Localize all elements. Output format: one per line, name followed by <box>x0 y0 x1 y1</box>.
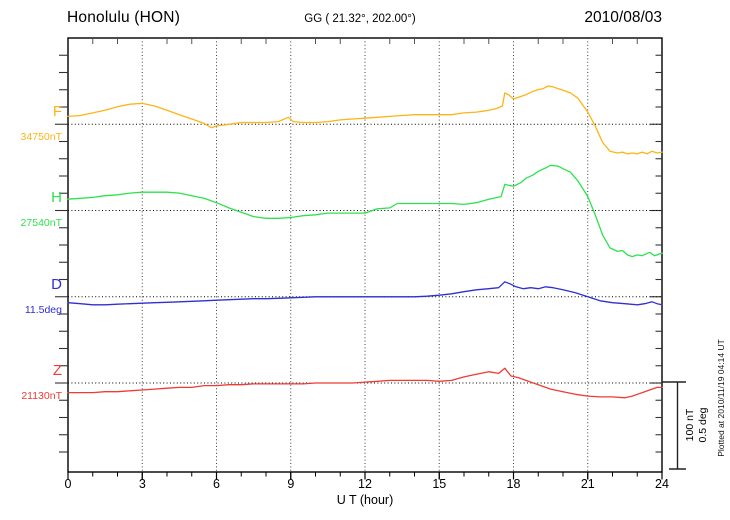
plotted-at-note: Plotted at 2010/11/19 04:14 UT <box>716 339 726 457</box>
xtick-15: 15 <box>432 477 447 491</box>
channel-letter-H: H <box>51 189 62 206</box>
channel-letter-F: F <box>52 103 62 120</box>
channel-letter-Z: Z <box>52 362 62 379</box>
xtick-24: 24 <box>655 477 669 491</box>
station-title: Honolulu (HON) <box>67 9 181 26</box>
baseline-value-F: 34750nT <box>20 131 62 143</box>
xtick-9: 9 <box>287 477 295 491</box>
scalebar-label: 100 nT 0.5 deg <box>684 395 712 455</box>
geographic-coordinates: GG ( 21.32°, 202.00°) <box>304 13 416 25</box>
channel-value-H: 27540nT <box>0 214 62 230</box>
scalebar-nt-label: 100 nT <box>684 408 696 442</box>
baseline-value-D: 11.5deg <box>24 304 62 316</box>
channel-value-Z: 21130nT <box>0 387 62 403</box>
channel-value-F: 34750nT <box>0 128 62 144</box>
baseline-value-H: 27540nT <box>20 217 62 229</box>
trace-F <box>67 85 663 155</box>
xtick-21: 21 <box>580 477 595 491</box>
xtick-3: 3 <box>138 477 146 491</box>
channel-label-H: H <box>0 190 62 206</box>
observation-date: 2010/08/03 <box>584 9 662 26</box>
xtick-0: 0 <box>64 477 72 491</box>
baseline-value-Z: 21130nT <box>21 390 62 402</box>
xaxis-label: U T (hour) <box>336 493 394 507</box>
trace-H <box>67 164 663 258</box>
trace-D <box>67 281 663 306</box>
channel-value-D: 11.5deg <box>0 301 62 317</box>
channel-letter-D: D <box>51 276 62 293</box>
channel-label-F: F <box>0 104 62 120</box>
channel-label-Z: Z <box>0 363 62 379</box>
channel-label-D: D <box>0 277 62 293</box>
xtick-18: 18 <box>506 477 521 491</box>
scalebar-deg-label: 0.5 deg <box>697 407 709 443</box>
trace-Z <box>67 367 663 399</box>
xtick-12: 12 <box>358 477 372 491</box>
xtick-6: 6 <box>213 477 220 491</box>
